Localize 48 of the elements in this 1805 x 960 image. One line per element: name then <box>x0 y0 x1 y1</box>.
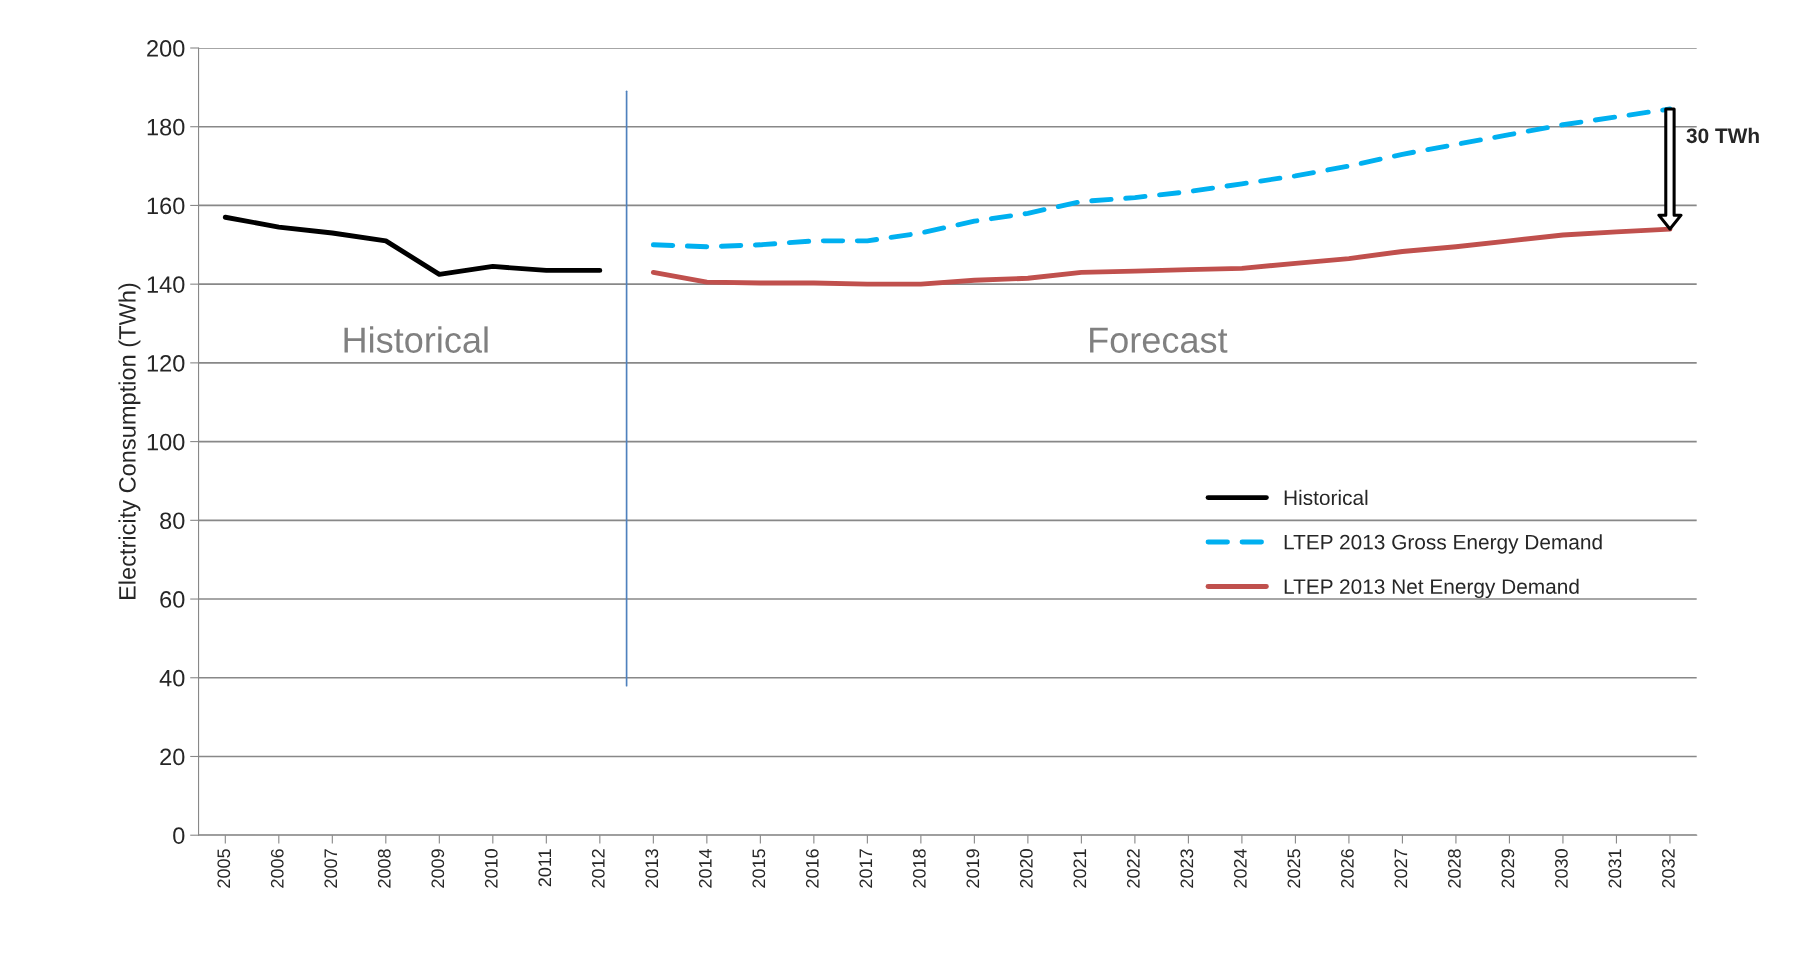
x-tick-label: 2007 <box>324 849 338 888</box>
x-tick-label: 2018 <box>912 849 926 888</box>
x-tick-label: 2025 <box>1287 849 1301 888</box>
x-tick-label: 2029 <box>1501 849 1515 888</box>
annotation: Forecast <box>1090 327 1228 353</box>
y-tick-label: 140 <box>147 276 185 293</box>
x-tick-label: 2020 <box>1019 849 1033 888</box>
y-tick-label: 40 <box>159 669 185 687</box>
x-tick-label: 2005 <box>217 849 231 888</box>
y-tick-label: 120 <box>147 354 185 372</box>
x-tick-label: 2006 <box>270 849 284 888</box>
x-tick-label: 2023 <box>1180 849 1194 888</box>
x-tick-label: 2024 <box>1233 848 1247 888</box>
legend-label: LTEP 2013 Gross Energy Demand <box>1284 534 1602 554</box>
x-tick-label: 2008 <box>377 849 391 888</box>
y-tick-label: 100 <box>147 433 185 451</box>
x-tick-label: 2028 <box>1447 849 1461 888</box>
y-tick-label: 160 <box>147 197 185 215</box>
x-tick-label: 2031 <box>1608 849 1622 888</box>
annotation: Historical <box>344 326 488 353</box>
y-tick-label: 60 <box>160 591 185 608</box>
y-axis-title: Electricity Consumption (TWh) <box>118 283 141 600</box>
x-tick-label: 2032 <box>1662 849 1675 888</box>
legend-label: LTEP 2013 Net Energy Demand <box>1284 578 1579 599</box>
x-tick-label: 2013 <box>645 849 659 888</box>
line-series <box>222 214 603 277</box>
x-tick-label: 2026 <box>1340 849 1354 888</box>
y-tick-label: 20 <box>160 748 185 766</box>
y-tick-label: 200 <box>147 40 185 57</box>
annotation: 30 TWh <box>1686 127 1759 144</box>
x-tick-label: 2016 <box>805 849 819 888</box>
x-tick-label: 2012 <box>591 849 605 888</box>
x-tick-label: 2021 <box>1073 849 1087 888</box>
x-tick-label: 2017 <box>859 849 873 888</box>
y-tick-label: 0 <box>173 827 185 844</box>
y-tick-label: 180 <box>147 118 185 136</box>
x-tick-label: 2022 <box>1126 849 1140 888</box>
x-tick-label: 2010 <box>484 849 498 888</box>
x-tick-label: 2009 <box>431 849 445 888</box>
x-tick-label: 2027 <box>1394 849 1408 888</box>
x-tick-label: 2014 <box>698 848 712 888</box>
line-series <box>650 226 1673 287</box>
y-tick-label: 80 <box>160 512 185 530</box>
legend-label: Historical <box>1284 489 1368 506</box>
x-tick-label: 2030 <box>1555 849 1568 888</box>
x-tick-label: 2019 <box>966 849 980 888</box>
x-tick-label: 2015 <box>752 849 766 888</box>
x-tick-label: 2011 <box>538 849 552 887</box>
